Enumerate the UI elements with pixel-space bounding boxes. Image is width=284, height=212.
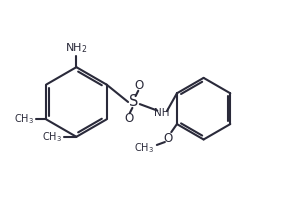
Text: NH$_2$: NH$_2$ <box>65 41 88 55</box>
Text: S: S <box>129 95 139 109</box>
Text: CH$_3$: CH$_3$ <box>14 113 34 126</box>
Text: O: O <box>124 112 134 125</box>
Text: CH$_3$: CH$_3$ <box>133 141 154 155</box>
Text: O: O <box>134 79 143 92</box>
Text: O: O <box>163 131 172 145</box>
Text: NH: NH <box>154 108 170 118</box>
Text: CH$_3$: CH$_3$ <box>42 130 62 144</box>
